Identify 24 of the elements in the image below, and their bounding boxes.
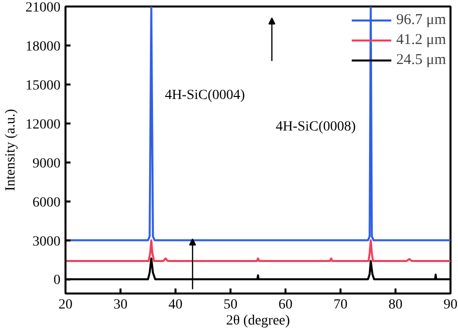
- y-tick-label: 3000: [32, 234, 60, 250]
- y-tick-label: 21000: [26, 0, 60, 16]
- x-tick-label: 70: [334, 298, 348, 312]
- y-tick-label: 0: [54, 273, 60, 288]
- annotation: 4H-SiC(0004): [164, 88, 246, 103]
- annotation: 4H-SiC(0008): [276, 120, 356, 135]
- legend-label: 24.5 μm: [396, 52, 446, 68]
- y-tick-label: 6000: [32, 195, 60, 210]
- y-tick-label: 12000: [26, 117, 60, 132]
- x-tick-label: 50: [224, 298, 238, 312]
- x-tick-label: 90: [444, 298, 458, 312]
- legend-label: 41.2 μm: [396, 32, 446, 48]
- x-tick-label: 20: [58, 298, 72, 312]
- x-tick-label: 80: [388, 298, 402, 312]
- y-axis-title: Intensity (a.u.): [4, 108, 18, 192]
- y-tick-label: 15000: [26, 78, 60, 94]
- line-series: [66, 239, 450, 262]
- x-tick-label: 40: [168, 298, 182, 312]
- y-tick-label: 9000: [32, 156, 60, 172]
- y-tick-label: 18000: [26, 39, 60, 54]
- x-tick-label: 60: [278, 298, 292, 312]
- x-axis-title: 2θ (degree): [226, 314, 290, 328]
- x-tick-label: 30: [114, 298, 128, 312]
- legend-label: 96.7 μm: [396, 12, 446, 28]
